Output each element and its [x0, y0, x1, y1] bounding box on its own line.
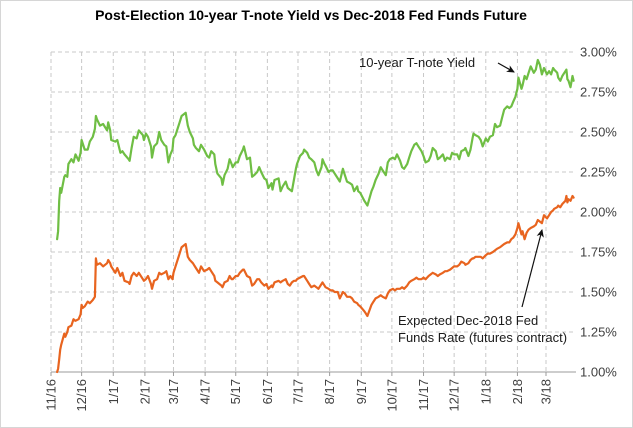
fed-funds-future-line — [55, 194, 575, 374]
y-axis-tick-label: 1.00% — [580, 365, 617, 380]
x-axis-tick-label: 1/18 — [478, 379, 493, 404]
x-axis-tick-label: 6/17 — [260, 379, 275, 404]
x-axis-tick-label: 4/17 — [198, 379, 213, 404]
series-lines — [55, 58, 575, 374]
annotation-arrow — [497, 62, 515, 73]
x-axis-labels: 11/16 12/16 1/17 2/17 3/17 4/17 5/17 6/17 7/17 8/… — [44, 379, 554, 412]
x-axis-tick-label: 2/18 — [510, 379, 525, 404]
x-axis-tick-label: 11/16 — [44, 379, 59, 411]
chart-title: Post-Election 10-year T-note Yield vs De… — [95, 7, 527, 23]
x-axis-tick-label: 3/17 — [166, 379, 181, 404]
x-axis-tick-label: 2/17 — [137, 379, 152, 404]
y-axis-tick-label: 3.00% — [580, 45, 617, 60]
x-axis-tick-label: 11/17 — [416, 379, 431, 411]
annotation-fed-funds-line1: Expected Dec-2018 Fed — [398, 313, 539, 328]
x-axis-tick-label: 1/17 — [106, 379, 121, 404]
y-axis-tick-label: 1.25% — [580, 325, 617, 340]
x-axis-tick-label: 12/17 — [447, 379, 462, 412]
annotation-arrows — [497, 62, 544, 308]
y-axis-tick-label: 1.50% — [580, 285, 617, 300]
y-axis-tick-label: 2.50% — [580, 125, 617, 140]
x-axis-tick-label: 3/18 — [539, 379, 554, 404]
tnote-yield-line — [55, 58, 575, 241]
y-axis-tick-label: 2.75% — [580, 85, 617, 100]
y-axis-labels: 3.00% 2.75% 2.50% 2.25% 2.00% 1.75% 1.50% 1.25%… — [580, 45, 617, 380]
y-axis-tick-label: 1.75% — [580, 245, 617, 260]
annotation-10y-tnote: 10-year T-note Yield — [359, 55, 476, 70]
annotation-fed-funds: Expected Dec-2018 Fed Funds Rate (future… — [398, 312, 567, 346]
x-axis-tick-label: 8/17 — [322, 379, 337, 404]
y-axis-tick-label: 2.25% — [580, 165, 617, 180]
annotation-arrow — [521, 229, 544, 308]
x-axis-tick-label: 7/17 — [290, 379, 305, 404]
annotation-fed-funds-line2: Funds Rate (futures contract) — [398, 330, 568, 345]
x-axis-tick-label: 12/16 — [74, 379, 89, 412]
x-axis-tick-label: 10/17 — [384, 379, 399, 412]
x-axis — [50, 371, 576, 376]
y-axis-tick-label: 2.00% — [580, 205, 617, 220]
x-axis-tick-label: 5/17 — [228, 379, 243, 404]
x-axis-tick-label: 9/17 — [354, 379, 369, 404]
